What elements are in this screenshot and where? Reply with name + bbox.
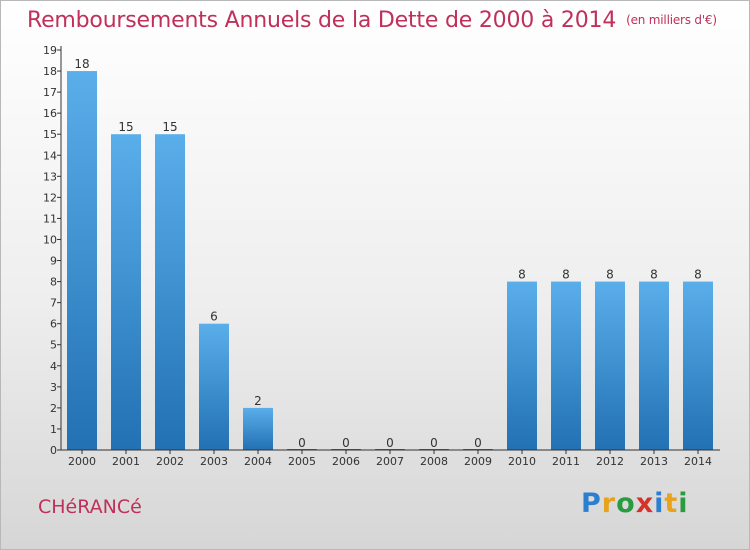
bar-2001 bbox=[111, 134, 141, 451]
chart-title: Remboursements Annuels de la Dette de 20… bbox=[27, 8, 717, 33]
data-label-2004: 2 bbox=[254, 394, 262, 408]
x-tick-label-2000: 2000 bbox=[68, 455, 96, 468]
data-label-2006: 0 bbox=[342, 436, 350, 450]
proxiti-logo: Proxiti bbox=[581, 488, 689, 519]
x-tick-label-2007: 2007 bbox=[376, 455, 404, 468]
bars-group: 18 15 15 6 2 0 0 0 0 0 8 8 8 8 8 bbox=[67, 57, 713, 451]
data-label-2009: 0 bbox=[474, 436, 482, 450]
logo-letter: i bbox=[678, 488, 689, 519]
x-tick-label-2010: 2010 bbox=[508, 455, 536, 468]
logo-letter: x bbox=[635, 488, 655, 519]
x-tick-label-2014: 2014 bbox=[684, 455, 712, 468]
x-tick-label-2009: 2009 bbox=[464, 455, 492, 468]
x-tick-label-2005: 2005 bbox=[288, 455, 316, 468]
y-tick-label: 11 bbox=[43, 212, 57, 225]
bar-2011 bbox=[551, 281, 581, 450]
data-label-2002: 15 bbox=[162, 120, 177, 134]
y-tick-label: 3 bbox=[50, 381, 57, 394]
x-tick-label-2011: 2011 bbox=[552, 455, 580, 468]
data-label-2000: 18 bbox=[74, 57, 89, 71]
y-tick-label: 6 bbox=[50, 318, 57, 331]
x-tick-label-2013: 2013 bbox=[640, 455, 668, 468]
x-tick-label-2001: 2001 bbox=[112, 455, 140, 468]
y-tick-label: 0 bbox=[50, 444, 57, 457]
bar-2000 bbox=[67, 71, 97, 450]
logo-letter: i bbox=[654, 488, 665, 519]
bar-2014 bbox=[683, 281, 713, 450]
logo-letter: P bbox=[581, 488, 602, 519]
bar-2004 bbox=[243, 407, 273, 450]
y-tick-label: 18 bbox=[43, 65, 57, 78]
y-tick-label: 16 bbox=[43, 107, 57, 120]
y-tick-label: 1 bbox=[50, 423, 57, 436]
data-label-2012: 8 bbox=[606, 268, 614, 282]
y-tick-label: 14 bbox=[43, 149, 57, 162]
data-label-2001: 15 bbox=[118, 120, 133, 134]
y-tick-label: 7 bbox=[50, 297, 57, 310]
y-tick-label: 12 bbox=[43, 191, 57, 204]
bar-2003 bbox=[199, 323, 229, 450]
x-tick-label-2012: 2012 bbox=[596, 455, 624, 468]
y-tick-label: 13 bbox=[43, 170, 57, 183]
data-label-2013: 8 bbox=[650, 268, 658, 282]
y-tick-label: 8 bbox=[50, 276, 57, 289]
y-tick-label: 4 bbox=[50, 360, 57, 373]
bar-2002 bbox=[155, 134, 185, 451]
y-tick-label: 5 bbox=[50, 339, 57, 352]
x-tick-label-2002: 2002 bbox=[156, 455, 184, 468]
data-label-2003: 6 bbox=[210, 310, 218, 324]
data-label-2014: 8 bbox=[694, 268, 702, 282]
y-tick-label: 10 bbox=[43, 233, 57, 246]
logo-letter: t bbox=[664, 488, 679, 519]
y-tick-label: 19 bbox=[43, 44, 57, 57]
chart-title-text: Remboursements Annuels de la Dette de 20… bbox=[27, 8, 617, 33]
x-tick-label-2008: 2008 bbox=[420, 455, 448, 468]
logo-letter: r bbox=[601, 488, 617, 519]
chart-unit: (en milliers d'€) bbox=[626, 13, 717, 27]
data-label-2011: 8 bbox=[562, 268, 570, 282]
x-tick-label-2004: 2004 bbox=[244, 455, 272, 468]
y-tick-label: 17 bbox=[43, 86, 57, 99]
y-tick-label: 9 bbox=[50, 255, 57, 268]
data-label-2005: 0 bbox=[298, 436, 306, 450]
data-label-2008: 0 bbox=[430, 436, 438, 450]
bar-2012 bbox=[595, 281, 625, 450]
x-tick-label-2006: 2006 bbox=[332, 455, 360, 468]
town-name: CHéRANCé bbox=[38, 496, 142, 518]
bar-2010 bbox=[507, 281, 537, 450]
y-tick-label: 2 bbox=[50, 402, 57, 415]
x-tick-label-2003: 2003 bbox=[200, 455, 228, 468]
y-tick-label: 15 bbox=[43, 128, 57, 141]
bar-2013 bbox=[639, 281, 669, 450]
data-label-2007: 0 bbox=[386, 436, 394, 450]
data-label-2010: 8 bbox=[518, 268, 526, 282]
logo-letter: o bbox=[616, 488, 636, 519]
